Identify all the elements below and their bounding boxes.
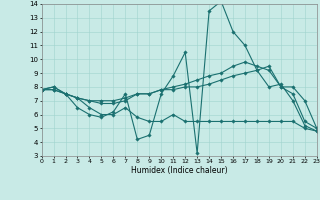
X-axis label: Humidex (Indice chaleur): Humidex (Indice chaleur) bbox=[131, 166, 228, 175]
